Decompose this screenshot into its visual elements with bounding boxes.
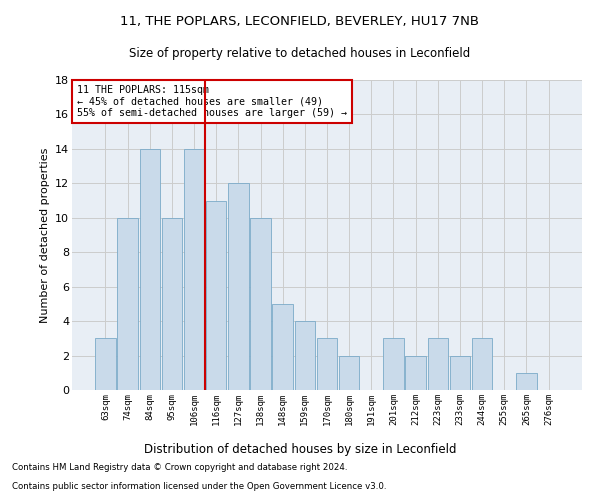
Bar xyxy=(250,218,271,390)
Bar xyxy=(295,321,315,390)
Bar xyxy=(406,356,426,390)
Text: 11, THE POPLARS, LECONFIELD, BEVERLEY, HU17 7NB: 11, THE POPLARS, LECONFIELD, BEVERLEY, H… xyxy=(121,15,479,28)
Bar xyxy=(228,184,248,390)
Text: Size of property relative to detached houses in Leconfield: Size of property relative to detached ho… xyxy=(130,48,470,60)
Text: Contains HM Land Registry data © Crown copyright and database right 2024.: Contains HM Land Registry data © Crown c… xyxy=(12,464,347,472)
Text: Contains public sector information licensed under the Open Government Licence v3: Contains public sector information licen… xyxy=(12,482,386,491)
Text: 11 THE POPLARS: 115sqm
← 45% of detached houses are smaller (49)
55% of semi-det: 11 THE POPLARS: 115sqm ← 45% of detached… xyxy=(77,84,347,118)
Bar xyxy=(450,356,470,390)
Bar xyxy=(140,149,160,390)
Bar xyxy=(272,304,293,390)
Bar xyxy=(339,356,359,390)
Bar xyxy=(383,338,404,390)
Bar xyxy=(472,338,493,390)
Bar xyxy=(184,149,204,390)
Bar xyxy=(317,338,337,390)
Bar xyxy=(118,218,138,390)
Bar xyxy=(95,338,116,390)
Text: Distribution of detached houses by size in Leconfield: Distribution of detached houses by size … xyxy=(144,442,456,456)
Y-axis label: Number of detached properties: Number of detached properties xyxy=(40,148,50,322)
Bar xyxy=(428,338,448,390)
Bar xyxy=(206,200,226,390)
Bar xyxy=(161,218,182,390)
Bar xyxy=(516,373,536,390)
